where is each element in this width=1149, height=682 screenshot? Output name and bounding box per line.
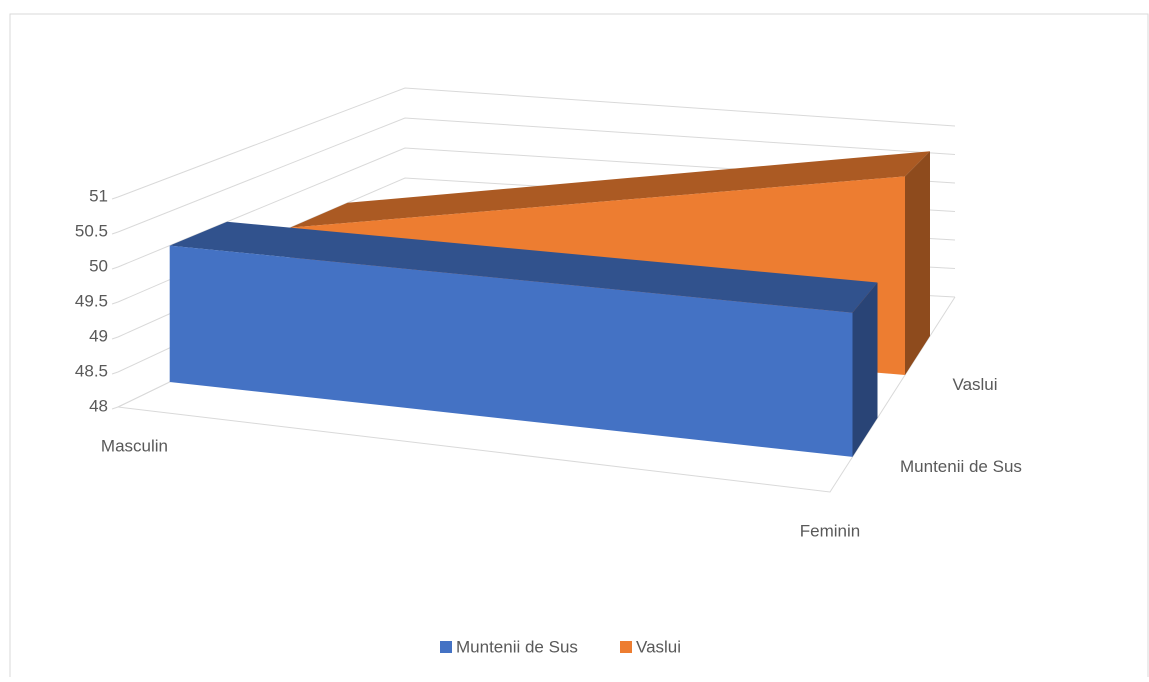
legend-label: Muntenii de Sus	[456, 637, 578, 656]
y-tick-label: 49.5	[75, 291, 108, 310]
y-tick-label: 50.5	[75, 221, 108, 240]
legend-swatch	[440, 641, 452, 653]
y-tick-label: 51	[89, 186, 108, 205]
x-tick-label: Feminin	[800, 521, 860, 540]
y-tick	[111, 371, 119, 375]
y-tick-label: 48.5	[75, 361, 108, 380]
legend-label: Vaslui	[636, 637, 681, 656]
ribbon-front	[169, 245, 853, 457]
x-tick-label: Masculin	[101, 436, 168, 455]
legend-swatch	[620, 641, 632, 653]
y-tick-label: 48	[89, 396, 108, 415]
ribbon-top	[169, 221, 878, 313]
grid-line	[117, 87, 956, 198]
y-tick-label: 50	[89, 256, 108, 275]
ribbon-end	[905, 151, 930, 375]
depth-label: Muntenii de Sus	[900, 457, 1022, 476]
depth-label: Vaslui	[953, 375, 998, 394]
y-tick	[111, 301, 119, 305]
ribbon-end	[852, 282, 878, 457]
grid-line	[117, 117, 956, 233]
ribbon-top	[290, 151, 930, 228]
y-tick	[111, 336, 119, 340]
y-tick	[111, 196, 119, 200]
y-tick	[111, 266, 119, 270]
y-tick	[111, 231, 119, 235]
y-tick-label: 49	[89, 326, 108, 345]
